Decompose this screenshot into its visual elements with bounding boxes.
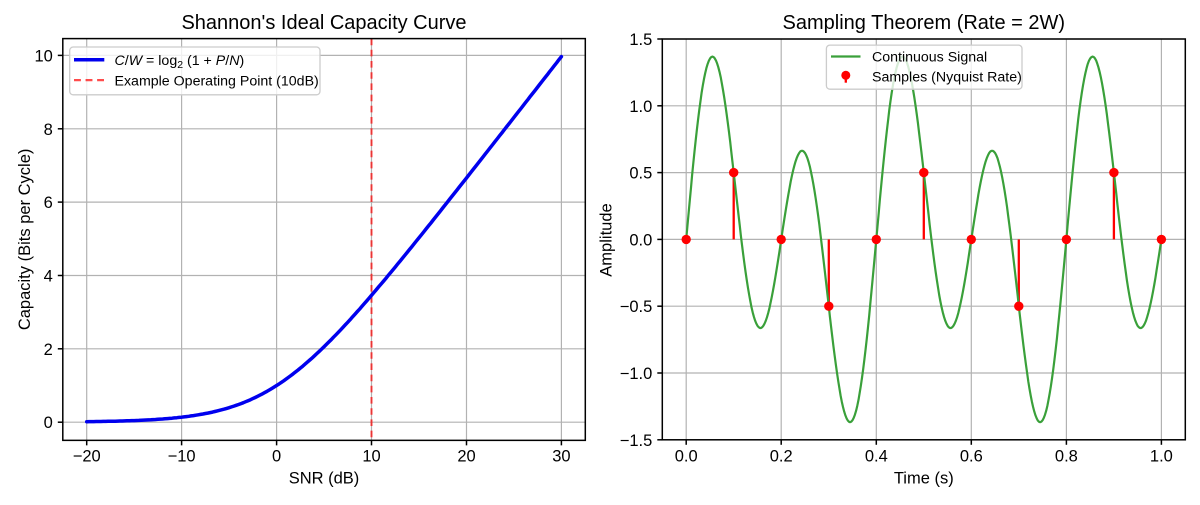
svg-text:6: 6 (44, 194, 53, 212)
svg-text:C/W = log2 (1 + P/N): C/W = log2 (1 + P/N) (115, 53, 245, 71)
svg-text:Shannon's Ideal Capacity Curve: Shannon's Ideal Capacity Curve (181, 12, 466, 34)
svg-text:30: 30 (552, 447, 570, 465)
svg-text:2: 2 (44, 341, 53, 359)
svg-text:20: 20 (457, 447, 475, 465)
svg-text:0.0: 0.0 (629, 231, 652, 249)
svg-text:4: 4 (44, 268, 53, 286)
svg-text:1.0: 1.0 (629, 98, 652, 116)
svg-text:0.5: 0.5 (629, 165, 652, 183)
svg-text:Sampling Theorem (Rate = 2W): Sampling Theorem (Rate = 2W) (783, 12, 1066, 34)
svg-text:0: 0 (272, 447, 281, 465)
svg-text:SNR (dB): SNR (dB) (289, 469, 360, 487)
svg-text:0.4: 0.4 (865, 447, 888, 465)
svg-text:Capacity (Bits per Cycle): Capacity (Bits per Cycle) (16, 149, 34, 331)
svg-text:Continuous Signal: Continuous Signal (872, 50, 987, 66)
svg-text:10: 10 (362, 447, 380, 465)
svg-text:0.2: 0.2 (770, 447, 793, 465)
svg-text:8: 8 (44, 121, 53, 139)
svg-text:1.5: 1.5 (629, 31, 652, 49)
svg-text:−20: −20 (73, 447, 101, 465)
svg-text:−0.5: −0.5 (620, 298, 653, 316)
svg-text:−1.5: −1.5 (620, 432, 653, 450)
svg-text:Samples (Nyquist Rate): Samples (Nyquist Rate) (872, 70, 1022, 86)
svg-text:0.0: 0.0 (675, 447, 698, 465)
svg-text:−1.0: −1.0 (620, 365, 653, 383)
svg-text:0.6: 0.6 (960, 447, 983, 465)
svg-text:10: 10 (34, 47, 52, 65)
svg-text:Amplitude: Amplitude (598, 203, 616, 276)
svg-text:0: 0 (44, 414, 53, 432)
svg-text:1.0: 1.0 (1150, 447, 1173, 465)
svg-text:Time (s): Time (s) (894, 469, 954, 487)
svg-text:0.8: 0.8 (1055, 447, 1078, 465)
svg-text:Example Operating Point (10dB): Example Operating Point (10dB) (115, 73, 319, 89)
svg-text:−10: −10 (168, 447, 196, 465)
